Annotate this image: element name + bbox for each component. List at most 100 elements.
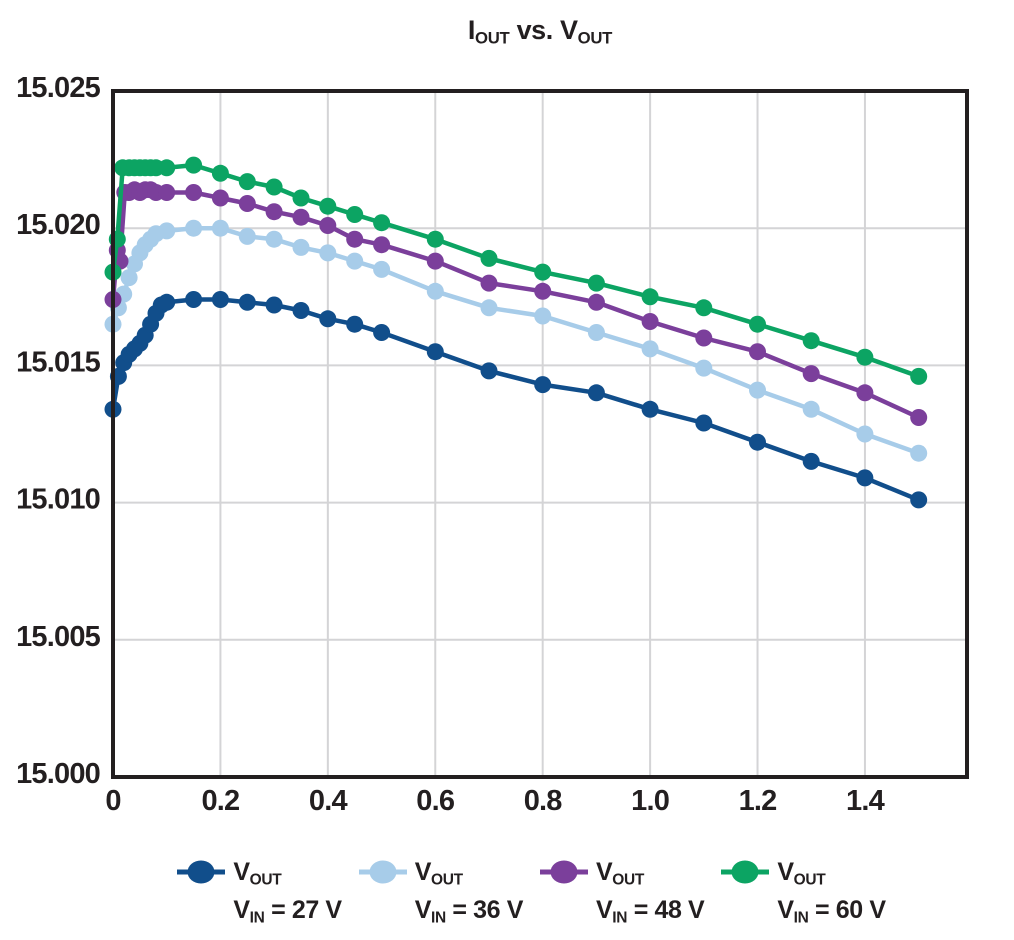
data-point-marker xyxy=(749,315,766,333)
legend-out-subscript: OUT xyxy=(430,871,463,889)
data-point-marker xyxy=(265,296,283,314)
legend-marker-icon-60v xyxy=(721,860,770,884)
legend-v-text: V xyxy=(596,896,613,925)
data-point-marker xyxy=(534,376,552,394)
series-line-1 xyxy=(110,225,921,456)
data-point-marker xyxy=(158,184,176,201)
data-point-marker xyxy=(856,469,874,487)
data-point-marker xyxy=(749,343,766,361)
legend-condition-label: VIN = 36 V xyxy=(414,895,524,933)
legend-v-text: V xyxy=(596,858,613,886)
data-point-marker xyxy=(158,159,176,177)
data-point-marker xyxy=(480,274,498,292)
series-line-0 xyxy=(110,297,921,503)
title-subscript-out-1: OUT xyxy=(475,28,510,48)
legend-voltage-value: = 48 V xyxy=(627,896,705,925)
legend-entry-vin-48v: VOUT VIN = 48 V xyxy=(539,857,705,934)
data-point-marker xyxy=(185,219,203,237)
legend-entry-text: VOUT VIN = 60 V xyxy=(777,857,886,934)
legend-entry-text: VOUT VIN = 48 V xyxy=(596,857,705,934)
data-point-marker xyxy=(856,348,874,366)
legend-entry-text: VOUT VIN = 27 V xyxy=(233,857,342,934)
data-point-marker xyxy=(695,359,713,377)
data-point-marker xyxy=(238,173,256,191)
y-axis-tick-label: 15.005 xyxy=(16,621,101,653)
legend-out-subscript: OUT xyxy=(249,871,282,889)
series-line-3 xyxy=(110,162,921,379)
data-point-marker xyxy=(641,313,659,330)
data-point-marker xyxy=(426,343,444,361)
data-point-marker xyxy=(802,365,820,383)
data-point-marker xyxy=(211,164,229,182)
data-point-marker xyxy=(319,217,337,234)
data-point-marker xyxy=(292,189,310,207)
legend-entry-text: VOUT VIN = 36 V xyxy=(414,857,524,934)
legend-marker-icon-36v xyxy=(358,860,407,884)
legend-out-subscript: OUT xyxy=(793,871,826,889)
data-point-marker xyxy=(373,214,391,232)
legend-condition-label: VIN = 48 V xyxy=(596,895,705,933)
data-point-marker xyxy=(319,197,337,215)
data-point-marker xyxy=(802,452,820,470)
y-axis-tick-label: 15.010 xyxy=(16,484,100,516)
data-point-marker xyxy=(292,238,310,256)
x-axis-tick-label: 0.6 xyxy=(416,785,455,817)
data-point-marker xyxy=(211,291,229,308)
data-point-marker xyxy=(426,252,444,270)
data-point-marker xyxy=(695,414,713,432)
data-point-marker xyxy=(292,302,310,319)
data-point-marker xyxy=(587,324,605,341)
legend-out-subscript: OUT xyxy=(612,871,645,889)
y-axis-tick-label: 15.025 xyxy=(16,72,101,104)
data-point-marker xyxy=(426,282,444,300)
data-point-marker xyxy=(185,291,203,308)
data-point-marker xyxy=(802,400,820,418)
plot-frame xyxy=(111,89,969,779)
legend-v-text: V xyxy=(414,896,432,925)
data-point-marker xyxy=(265,230,283,248)
x-axis-tick-label: 0 xyxy=(105,785,120,817)
data-point-marker xyxy=(185,184,203,201)
data-point-marker xyxy=(185,156,203,174)
title-text-i: I xyxy=(467,15,476,45)
data-point-marker xyxy=(641,400,659,418)
x-axis-tick-label: 0.8 xyxy=(524,785,563,817)
data-point-marker xyxy=(641,340,659,358)
data-point-marker xyxy=(346,315,364,333)
data-point-marker xyxy=(910,367,928,385)
legend-voltage-value: = 36 V xyxy=(445,896,523,925)
legend-condition-label: VIN = 60 V xyxy=(777,895,886,933)
legend-in-subscript: IN xyxy=(793,909,809,927)
legend-v-text: V xyxy=(777,858,794,886)
x-axis-tick-label: 0.2 xyxy=(201,785,239,817)
legend-entry-vin-60v: VOUT VIN = 60 V xyxy=(720,857,886,934)
chart-title: IOUT vs. VOUT xyxy=(113,12,967,57)
legend-in-subscript: IN xyxy=(430,909,446,927)
legend-series-label: VOUT xyxy=(233,857,341,895)
legend: VOUT VIN = 27 V VOUT VIN = 36 V VOUT VIN… xyxy=(0,857,1014,934)
title-text-vs-v: vs. V xyxy=(509,15,578,45)
legend-marker-icon-27v xyxy=(177,860,226,884)
data-point-marker xyxy=(158,293,176,311)
y-axis-tick-label: 15.000 xyxy=(16,758,100,790)
data-point-marker xyxy=(238,293,256,311)
legend-voltage-value: = 60 V xyxy=(808,896,886,925)
x-axis-tick-label: 1.0 xyxy=(631,785,669,817)
data-point-marker xyxy=(749,433,766,451)
legend-marker-icon-48v xyxy=(540,860,588,884)
data-point-marker xyxy=(695,329,713,347)
series-line-2 xyxy=(110,187,921,420)
data-point-marker xyxy=(426,230,444,248)
y-axis-tick-label: 15.015 xyxy=(16,346,101,378)
data-point-marker xyxy=(373,260,391,278)
data-point-marker xyxy=(534,263,552,281)
data-point-marker xyxy=(238,195,256,212)
legend-series-label: VOUT xyxy=(415,857,523,895)
data-point-marker xyxy=(587,384,605,402)
data-point-marker xyxy=(910,491,928,509)
legend-voltage-value: = 27 V xyxy=(264,896,342,925)
data-point-marker xyxy=(346,230,364,248)
legend-condition-label: VIN = 27 V xyxy=(233,895,342,933)
data-point-marker xyxy=(802,332,820,350)
data-point-marker xyxy=(910,409,928,426)
